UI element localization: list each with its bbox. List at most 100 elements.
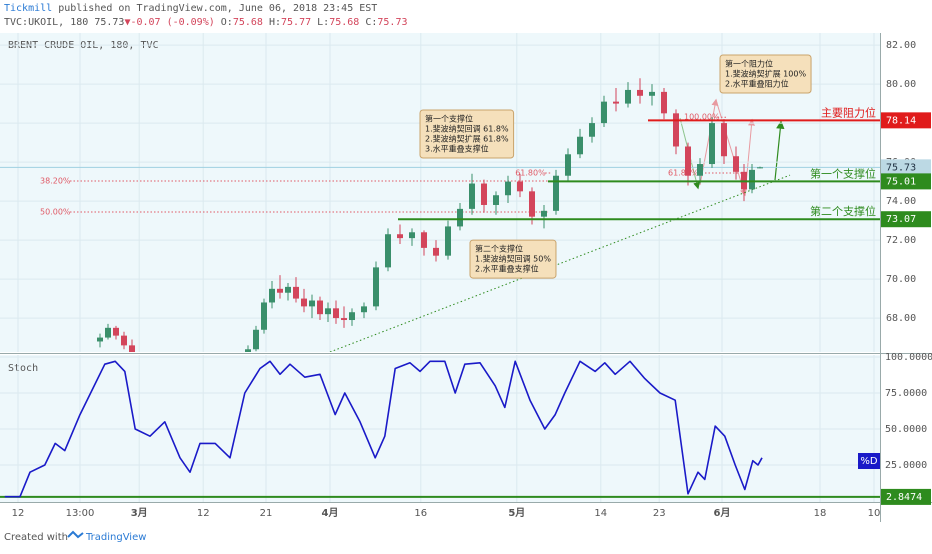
candle-body xyxy=(301,298,307,307)
y-tick-label: 70.00 xyxy=(886,274,916,285)
candle-body xyxy=(649,91,655,96)
x-tick-label: 21 xyxy=(260,508,273,519)
candle-body xyxy=(269,288,275,303)
publisher[interactable]: Tickmill xyxy=(4,3,52,14)
footer-brand[interactable]: TradingView xyxy=(85,532,146,543)
price-tag xyxy=(881,159,931,176)
arrow xyxy=(774,120,785,181)
candle-body xyxy=(105,327,111,338)
footer-logo xyxy=(67,530,84,539)
published: published on TradingView.com, June 06, 2… xyxy=(58,3,377,14)
y-tick-label: 80.00 xyxy=(886,79,916,90)
annotation-text: 2.水平重叠阻力位 xyxy=(725,79,789,89)
x-tick-label: 3月 xyxy=(131,507,148,519)
annotation-text: 1.斐波纳契扩展 100% xyxy=(725,69,806,79)
stoch-line xyxy=(4,360,763,498)
fib-label: 50.00% xyxy=(40,207,71,216)
candle-body xyxy=(637,89,643,96)
arrow xyxy=(715,99,747,197)
price-tag xyxy=(881,488,931,505)
annotation-text: 2.水平重叠支撑位 xyxy=(475,264,539,274)
o-value: 75.68 xyxy=(233,17,263,28)
candle-body xyxy=(293,286,299,299)
price-tag xyxy=(881,211,931,228)
price-tag-label: 73.07 xyxy=(886,214,916,225)
x-tick-label: 23 xyxy=(653,508,666,519)
candle-body xyxy=(445,226,451,256)
y-tick-label: 74.00 xyxy=(886,196,916,207)
candle-body xyxy=(245,349,251,352)
y-tick-label: 82.00 xyxy=(886,40,916,51)
price-tag xyxy=(881,112,931,129)
candle-body xyxy=(97,337,103,342)
price-tag-label: 2.8474 xyxy=(886,492,922,503)
fib-label: 61.80% xyxy=(668,169,699,178)
candle-body xyxy=(493,195,499,205)
candle-body xyxy=(333,308,339,319)
x-tick-label: 14 xyxy=(594,508,607,519)
candle-body xyxy=(421,232,427,248)
candle-body xyxy=(553,175,559,211)
footer-created: Created with xyxy=(4,532,68,543)
candle-body xyxy=(589,123,595,137)
y-tick-label: 25.0000 xyxy=(885,460,927,471)
x-tick-label: 4月 xyxy=(322,507,339,519)
candle-body xyxy=(613,101,619,104)
candle-body xyxy=(541,210,547,217)
x-tick-label: 5月 xyxy=(508,507,525,519)
y-tick-label: 50.0000 xyxy=(885,424,927,435)
change: ▼-0.07 (-0.09%) xyxy=(124,17,214,28)
legend-box xyxy=(858,453,880,469)
x-tick-label: 6月 xyxy=(714,507,731,519)
c-value: 75.73 xyxy=(377,17,407,28)
candle-body xyxy=(397,234,403,239)
fib-label: 38.20% xyxy=(40,176,71,185)
y-tick-label: 72.00 xyxy=(886,235,916,246)
l-label: L: xyxy=(317,17,329,28)
level-name: 第二个支撑位 xyxy=(810,204,876,218)
x-tick-label: 13:00 xyxy=(66,508,95,519)
candle-body xyxy=(121,335,127,346)
candle-body xyxy=(433,247,439,256)
stoch-title: Stoch xyxy=(8,363,38,374)
level-name: 第一个支撑位 xyxy=(810,166,876,180)
candle-body xyxy=(721,123,727,157)
x-tick-label: 18 xyxy=(814,508,827,519)
price-tag-label: 75.01 xyxy=(886,176,916,187)
candle-body xyxy=(469,183,475,209)
candle-body xyxy=(565,154,571,176)
candle-body xyxy=(385,234,391,268)
candle-body xyxy=(457,208,463,227)
annotation-text: 1.斐波纳契回调 50% xyxy=(475,254,551,264)
candle-body xyxy=(733,156,739,172)
y-tick-label: 100.0000 xyxy=(885,352,932,363)
x-tick-label: 16 xyxy=(414,508,427,519)
y-tick-label: 75.0000 xyxy=(885,388,927,399)
candle-body xyxy=(317,300,323,315)
candle-body xyxy=(341,318,347,321)
candle-body xyxy=(361,306,367,313)
legend-label: %D xyxy=(860,456,878,467)
annotation-text: 1.斐波纳契回调 61.8% xyxy=(425,124,509,134)
candle-body xyxy=(349,312,355,321)
o-label: O: xyxy=(221,17,233,28)
annotation-box xyxy=(719,54,812,94)
y-tick-label: 68.00 xyxy=(886,313,916,324)
c-label: C: xyxy=(365,17,377,28)
x-tick-label: 12 xyxy=(197,508,210,519)
candle-body xyxy=(673,113,679,147)
candle-body xyxy=(325,308,331,315)
candle-body xyxy=(577,136,583,155)
candle-body xyxy=(749,169,755,190)
publish-line: Tickmill published on TradingView.com, J… xyxy=(4,3,377,14)
candle-body xyxy=(373,267,379,307)
candle-body xyxy=(309,300,315,307)
candle-body xyxy=(129,345,135,352)
annotation-text: 第一个支撑位 xyxy=(425,114,473,124)
candle-body xyxy=(601,101,607,124)
candle-body xyxy=(505,181,511,196)
h-value: 75.77 xyxy=(281,17,311,28)
fib-label: 61.80% xyxy=(515,169,546,178)
